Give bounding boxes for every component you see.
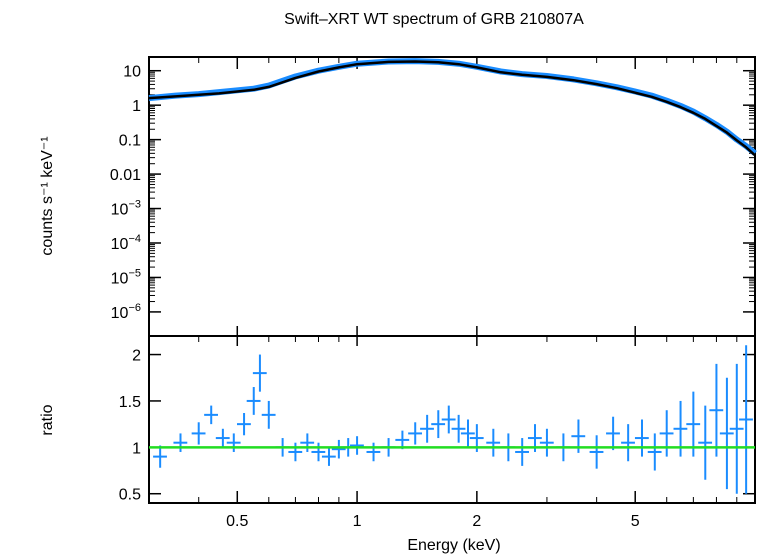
- x-tick-label: 5: [631, 513, 640, 530]
- ratio-plot-frame: [148, 335, 756, 504]
- spectrum-series: [148, 58, 757, 157]
- x-tick-label: 2: [472, 513, 481, 530]
- spectrum-ytick-label: 10: [123, 64, 141, 81]
- spectrum-ytick-exponent: −4: [128, 233, 141, 245]
- x-tick-label: 0.5: [226, 513, 248, 530]
- x-tick-label: 1: [353, 513, 362, 530]
- spectrum-ytick-label: 10−6: [111, 302, 141, 322]
- spectrum-ytick-exponent: −6: [128, 302, 141, 314]
- ratio-ytick-label: 1: [132, 440, 141, 457]
- ratio-ytick-label: 2: [132, 348, 141, 365]
- spectrum-data-band: [148, 58, 757, 156]
- spectrum-model-line: [148, 60, 756, 157]
- spectrum-ytick-label: 10−4: [111, 233, 141, 253]
- ratio-ytick-label: 1.5: [119, 394, 141, 411]
- spectrum-ylabel: counts s⁻¹ keV⁻¹: [39, 136, 56, 255]
- ratio-axis-ticks: 0.5 1 1.5 2 0.5 1 2 5: [119, 326, 755, 530]
- spectrum-panel: 10 1 0.1 0.01 10−3 10−4 10−5 10−6: [110, 56, 757, 337]
- spectrum-data-line: [148, 60, 756, 154]
- chart-title: Swift–XRT WT spectrum of GRB 210807A: [284, 11, 584, 28]
- ratio-panel: 0.5 1 1.5 2 0.5 1 2 5: [119, 326, 756, 530]
- ratio-ylabel: ratio: [39, 404, 56, 435]
- spectrum-ytick-label: 10−3: [111, 199, 141, 219]
- spectrum-ytick-label: 1: [132, 98, 141, 115]
- spectrum-axis-ticks: 10 1 0.1 0.01 10−3 10−4 10−5 10−6: [110, 57, 755, 322]
- spectrum-ytick-label: 10−5: [111, 267, 141, 287]
- spectrum-ytick-exponent: −3: [128, 199, 141, 211]
- ratio-series: [149, 345, 755, 494]
- ratio-ytick-label: 0.5: [119, 487, 141, 504]
- energy-xlabel: Energy (keV): [407, 537, 500, 554]
- spectrum-ytick-label: 0.01: [110, 167, 141, 184]
- spectrum-ytick-label: 0.1: [119, 133, 141, 150]
- spectrum-ytick-exponent: −5: [128, 267, 141, 279]
